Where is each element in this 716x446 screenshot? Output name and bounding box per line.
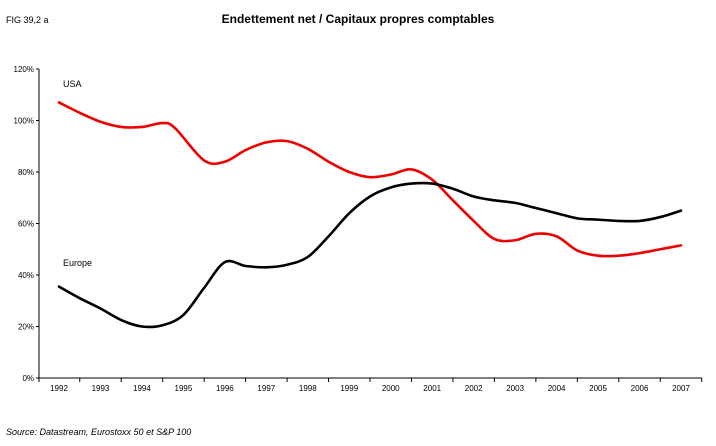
series-label-usa: USA [63, 79, 82, 89]
series-layer: USA Europe [57, 79, 683, 329]
chart-title: Endettement net / Capitaux propres compt… [221, 12, 495, 26]
x-tick-label: 1992 [50, 384, 68, 393]
figure-label: FIG 39,2 a [6, 15, 49, 25]
y-tick-label: 120% [14, 65, 34, 74]
series-label-europe: Europe [63, 258, 92, 268]
series-line-europe [57, 181, 683, 329]
x-tick-label: 1999 [340, 384, 358, 393]
source-note: Source: Datastream, Eurostoxx 50 et S&P … [6, 427, 192, 437]
x-tick-label: 2006 [631, 384, 649, 393]
y-tick-label: 20% [18, 323, 34, 332]
x-tick-label: 2001 [423, 384, 441, 393]
x-tick-label: 1995 [175, 384, 193, 393]
x-tick-label: 1997 [257, 384, 275, 393]
y-tick-label: 60% [18, 220, 34, 229]
x-tick-label: 1994 [133, 384, 151, 393]
x-tick-label: 2005 [589, 384, 607, 393]
x-tick-label: 2000 [382, 384, 400, 393]
x-tick-label: 2003 [506, 384, 524, 393]
axes: 0% 20% 40% 60% 80% 100% 120% 1992 1993 1994 1995 19… [14, 65, 703, 393]
y-tick-label: 100% [14, 117, 34, 126]
y-tick-label: 40% [18, 271, 34, 280]
x-tick-label: 1993 [92, 384, 110, 393]
x-tick-label: 1996 [216, 384, 234, 393]
x-tick-label: 2004 [548, 384, 566, 393]
y-tick-label: 0% [22, 374, 34, 383]
x-tick-label: 2007 [672, 384, 690, 393]
y-tick-label: 80% [18, 168, 34, 177]
series-line-usa [57, 101, 683, 258]
x-tick-label: 2002 [465, 384, 483, 393]
x-tick-label: 1998 [299, 384, 317, 393]
